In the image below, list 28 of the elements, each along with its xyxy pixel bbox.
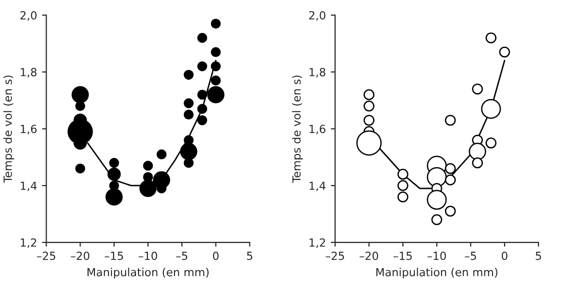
x-tick-label: –15 — [104, 252, 123, 260]
x-tick-label: 0 — [502, 252, 508, 260]
y-tick-label: 1,4 — [310, 182, 326, 192]
x-tick-label: –5 — [176, 252, 188, 260]
y-axis-title: Temps de vol (en s) — [292, 76, 303, 183]
x-tick-label: –25 — [37, 252, 56, 260]
x-tick-label: –20 — [360, 252, 378, 260]
y-tick-label: 1,8 — [20, 68, 37, 78]
x-tick-label: –10 — [138, 252, 158, 260]
x-tick-label: –25 — [326, 252, 344, 260]
x-tick-label: 0 — [212, 252, 219, 260]
y-tick-label: 1,6 — [310, 124, 326, 134]
x-axis-title: Manipulation (en mm) — [88, 268, 209, 278]
x-tick-label: 5 — [247, 252, 252, 260]
y-axis-title: Temps de vol (en s) — [3, 76, 14, 183]
y-tick-label: 1,2 — [310, 238, 325, 248]
x-tick-label: –20 — [70, 252, 90, 260]
x-tick-label: –10 — [427, 252, 446, 260]
y-tick-label: 2,0 — [309, 11, 326, 21]
y-tick-label: 1,8 — [310, 68, 326, 78]
y-tick-label: 1,4 — [20, 182, 37, 192]
y-tick-label: 1,6 — [20, 124, 37, 134]
x-axis-title: Manipulation (en mm) — [376, 268, 498, 278]
x-tick-label: –5 — [464, 252, 476, 260]
y-tick-label: 2,0 — [20, 11, 37, 21]
x-tick-label: 5 — [536, 252, 542, 260]
y-tick-label: 1,2 — [20, 238, 36, 248]
x-tick-label: –15 — [394, 252, 412, 260]
